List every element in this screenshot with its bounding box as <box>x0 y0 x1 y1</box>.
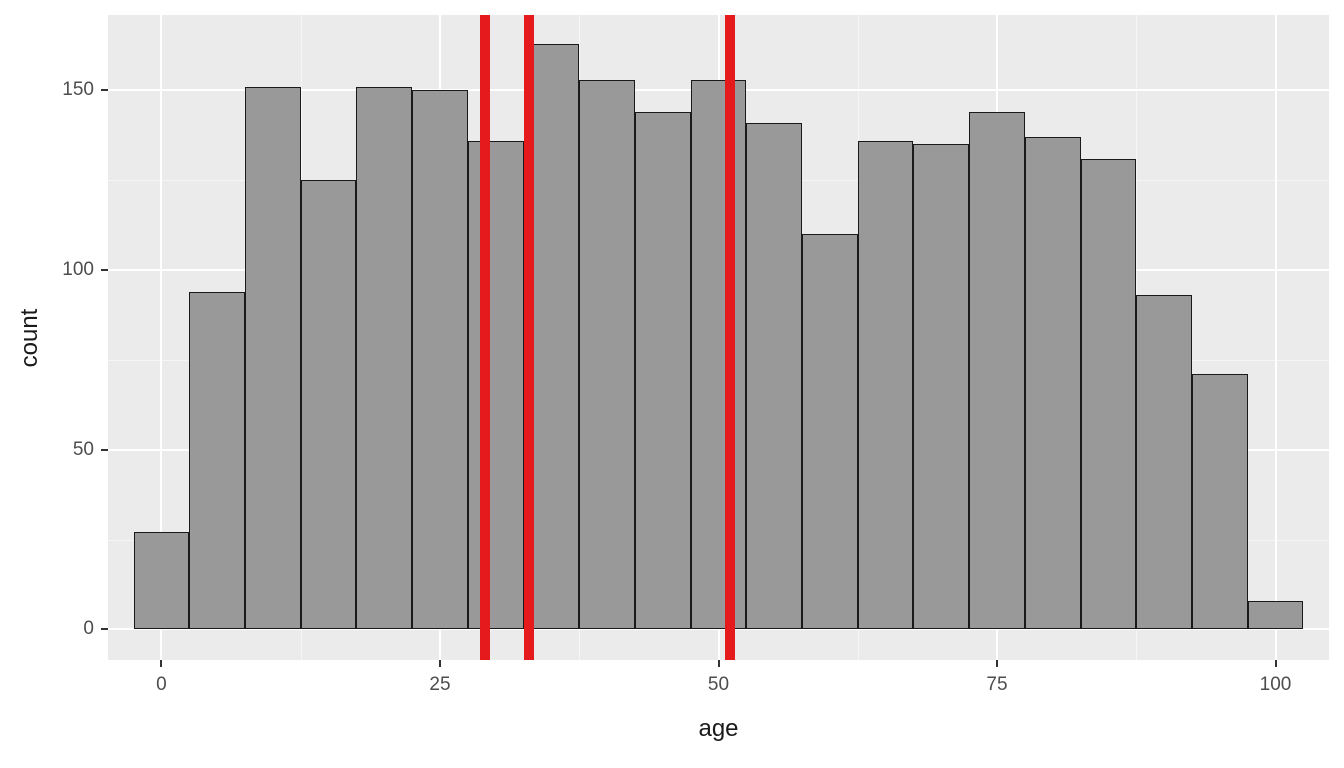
reference-vline <box>725 15 735 660</box>
x-tick-label: 0 <box>156 674 167 696</box>
y-tick-label: 100 <box>62 259 94 281</box>
x-axis-title: age <box>698 715 738 743</box>
histogram-bar <box>301 180 357 629</box>
x-tick-mark <box>160 660 162 667</box>
y-tick-label: 150 <box>62 79 94 101</box>
reference-vline <box>480 15 490 660</box>
x-tick-mark <box>996 660 998 667</box>
y-tick-label: 50 <box>73 439 94 461</box>
histogram-bar <box>913 144 969 629</box>
x-tick-mark <box>1275 660 1277 667</box>
y-tick-mark <box>101 449 108 451</box>
histogram-bar <box>412 90 468 629</box>
histogram-bar <box>356 87 412 630</box>
y-tick-mark <box>101 89 108 91</box>
histogram-bar <box>1136 295 1192 629</box>
histogram-bar <box>1081 159 1137 630</box>
x-tick-label: 100 <box>1260 674 1292 696</box>
histogram-bar <box>858 141 914 630</box>
histogram-bar <box>245 87 301 630</box>
reference-vline <box>524 15 534 660</box>
histogram-bar <box>746 123 802 630</box>
histogram-chart: count age 0 25 50 75 100 0 50 100 150 <box>0 0 1344 768</box>
histogram-bar <box>1025 137 1081 629</box>
histogram-bar <box>579 80 635 630</box>
histogram-bar <box>802 234 858 629</box>
histogram-bar <box>134 532 190 629</box>
y-tick-mark <box>101 269 108 271</box>
y-axis-title: count <box>16 308 44 367</box>
x-tick-label: 50 <box>708 674 729 696</box>
y-tick-mark <box>101 628 108 630</box>
histogram-bar <box>969 112 1025 629</box>
x-tick-mark <box>439 660 441 667</box>
plot-panel <box>108 15 1329 660</box>
x-tick-label: 25 <box>429 674 450 696</box>
histogram-bar <box>635 112 691 629</box>
histogram-bar <box>691 80 747 630</box>
histogram-bar <box>1248 601 1304 630</box>
x-tick-label: 75 <box>986 674 1007 696</box>
gridline <box>1275 15 1277 660</box>
histogram-bar <box>189 292 245 630</box>
y-tick-label: 0 <box>83 618 94 640</box>
histogram-bar <box>468 141 524 630</box>
histogram-bar <box>1192 374 1248 629</box>
x-tick-mark <box>718 660 720 667</box>
